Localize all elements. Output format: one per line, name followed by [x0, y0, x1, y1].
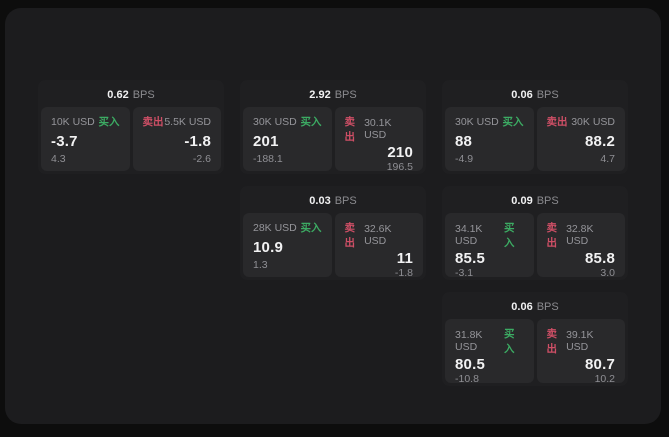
quote-card: 2.92 BPS 30K USD 买入 201 -188.1 卖出 30.1K U… — [240, 80, 426, 174]
buy-tile[interactable]: 30K USD 买入 88 -4.9 — [445, 107, 534, 171]
sell-tag: 卖出 — [546, 222, 558, 249]
sell-sub-value: 3.0 — [600, 267, 615, 279]
buy-amount: 31.8K USD — [455, 329, 483, 353]
spread-value: 2.92 — [309, 89, 331, 101]
buy-amount: 30K USD — [253, 115, 297, 128]
sell-tag: 卖出 — [344, 116, 356, 143]
buy-amount: 10K USD — [51, 115, 95, 128]
buy-price: 85.5 — [455, 250, 485, 267]
buy-tile[interactable]: 34.1K USD 买入 85.5 -3.1 — [445, 213, 534, 279]
spread-header: 0.06 BPS — [445, 83, 625, 107]
sell-tile[interactable]: 卖出 5.5K USD -1.8 -2.6 — [132, 107, 221, 171]
sell-tag: 卖出 — [546, 116, 568, 128]
buy-tile[interactable]: 30K USD 买入 201 -188.1 — [243, 107, 332, 171]
spread-header: 0.09 BPS — [445, 189, 625, 213]
quote-card: 0.06 BPS 31.8K USD 买入 80.5 -10.8 卖出 39.1K… — [442, 292, 628, 386]
spread-header: 0.03 BPS — [243, 189, 423, 213]
sell-tile[interactable]: 卖出 30K USD 88.2 4.7 — [536, 107, 625, 171]
buy-price: 201 — [253, 132, 279, 150]
quote-card-grid: 0.62 BPS 10K USD 买入 -3.7 4.3 卖出 5.5K USD … — [38, 80, 628, 386]
buy-tile[interactable]: 31.8K USD 买入 80.5 -10.8 — [445, 319, 534, 385]
quote-card: 0.62 BPS 10K USD 买入 -3.7 4.3 卖出 5.5K USD … — [38, 80, 224, 174]
sell-tile[interactable]: 卖出 32.8K USD 85.8 3.0 — [536, 213, 625, 279]
buy-price: 88 — [455, 132, 473, 150]
sell-amount: 32.6K USD — [364, 223, 392, 247]
buy-tag: 买入 — [98, 116, 120, 128]
sell-tile[interactable]: 卖出 32.6K USD 11 -1.8 — [334, 213, 423, 279]
sell-sub-value: -2.6 — [192, 153, 211, 165]
buy-sub-value: -10.8 — [455, 373, 479, 385]
sell-tile[interactable]: 卖出 30.1K USD 210 196.5 — [334, 107, 423, 173]
buy-sub-value: -188.1 — [253, 153, 283, 165]
buy-tile[interactable]: 10K USD 买入 -3.7 4.3 — [41, 107, 130, 171]
buy-sub-value: -4.9 — [455, 153, 474, 165]
buy-amount: 28K USD — [253, 221, 297, 234]
quote-card: 0.06 BPS 30K USD 买入 88 -4.9 卖出 30K USD 88… — [442, 80, 628, 174]
sell-price: 11 — [396, 250, 413, 267]
buy-tile[interactable]: 28K USD 买入 10.9 1.3 — [243, 213, 332, 277]
buy-amount: 34.1K USD — [455, 223, 483, 247]
spread-value: 0.62 — [107, 89, 129, 101]
sell-price: 88.2 — [585, 132, 615, 150]
buy-tag: 买入 — [300, 222, 322, 234]
buy-sub-value: 1.3 — [253, 259, 268, 271]
sell-amount: 30.1K USD — [364, 117, 392, 141]
buy-price: -3.7 — [51, 132, 78, 150]
buy-tag: 买入 — [503, 328, 515, 355]
sell-sub-value: 10.2 — [594, 373, 615, 385]
spread-unit: BPS — [334, 195, 357, 207]
quote-card: 0.03 BPS 28K USD 买入 10.9 1.3 卖出 32.6K USD… — [240, 186, 426, 280]
buy-price: 80.5 — [455, 356, 485, 373]
sell-tag: 卖出 — [546, 328, 558, 355]
sell-sub-value: 4.7 — [600, 153, 615, 165]
spread-value: 0.03 — [309, 195, 331, 207]
sell-sub-value: -1.8 — [394, 267, 413, 279]
spread-value: 0.06 — [511, 89, 533, 101]
spread-value: 0.09 — [511, 195, 533, 207]
spread-unit: BPS — [536, 89, 559, 101]
sell-amount: 30K USD — [571, 115, 615, 128]
buy-amount: 30K USD — [455, 115, 499, 128]
spread-unit: BPS — [536, 195, 559, 207]
sell-tag: 卖出 — [344, 222, 356, 249]
spread-unit: BPS — [132, 89, 155, 101]
buy-sub-value: 4.3 — [51, 153, 66, 165]
sell-tag: 卖出 — [142, 116, 164, 128]
spread-header: 2.92 BPS — [243, 83, 423, 107]
buy-tag: 买入 — [503, 222, 515, 249]
buy-tag: 买入 — [502, 116, 524, 128]
sell-price: -1.8 — [184, 132, 211, 150]
sell-amount: 39.1K USD — [566, 329, 594, 353]
sell-amount: 32.8K USD — [566, 223, 594, 247]
sell-price: 80.7 — [585, 356, 615, 373]
sell-tile[interactable]: 卖出 39.1K USD 80.7 10.2 — [536, 319, 625, 385]
spread-header: 0.06 BPS — [445, 295, 625, 319]
sell-price: 85.8 — [585, 250, 615, 267]
buy-tag: 买入 — [300, 116, 322, 128]
sell-sub-value: 196.5 — [386, 161, 413, 173]
spread-unit: BPS — [334, 89, 357, 101]
spread-unit: BPS — [536, 301, 559, 313]
buy-price: 10.9 — [253, 238, 283, 256]
sell-price: 210 — [387, 144, 413, 161]
spread-header: 0.62 BPS — [41, 83, 221, 107]
buy-sub-value: -3.1 — [455, 267, 474, 279]
sell-amount: 5.5K USD — [164, 115, 211, 128]
spread-value: 0.06 — [511, 301, 533, 313]
quote-card: 0.09 BPS 34.1K USD 买入 85.5 -3.1 卖出 32.8K … — [442, 186, 628, 280]
